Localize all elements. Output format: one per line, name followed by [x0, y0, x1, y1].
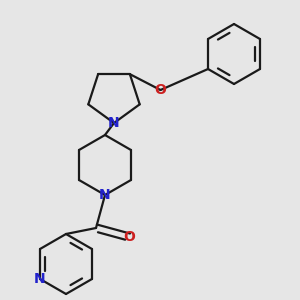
Text: O: O [123, 230, 135, 244]
Text: N: N [108, 116, 120, 130]
Text: N: N [34, 272, 46, 286]
Text: N: N [99, 188, 111, 202]
Text: O: O [154, 83, 166, 97]
